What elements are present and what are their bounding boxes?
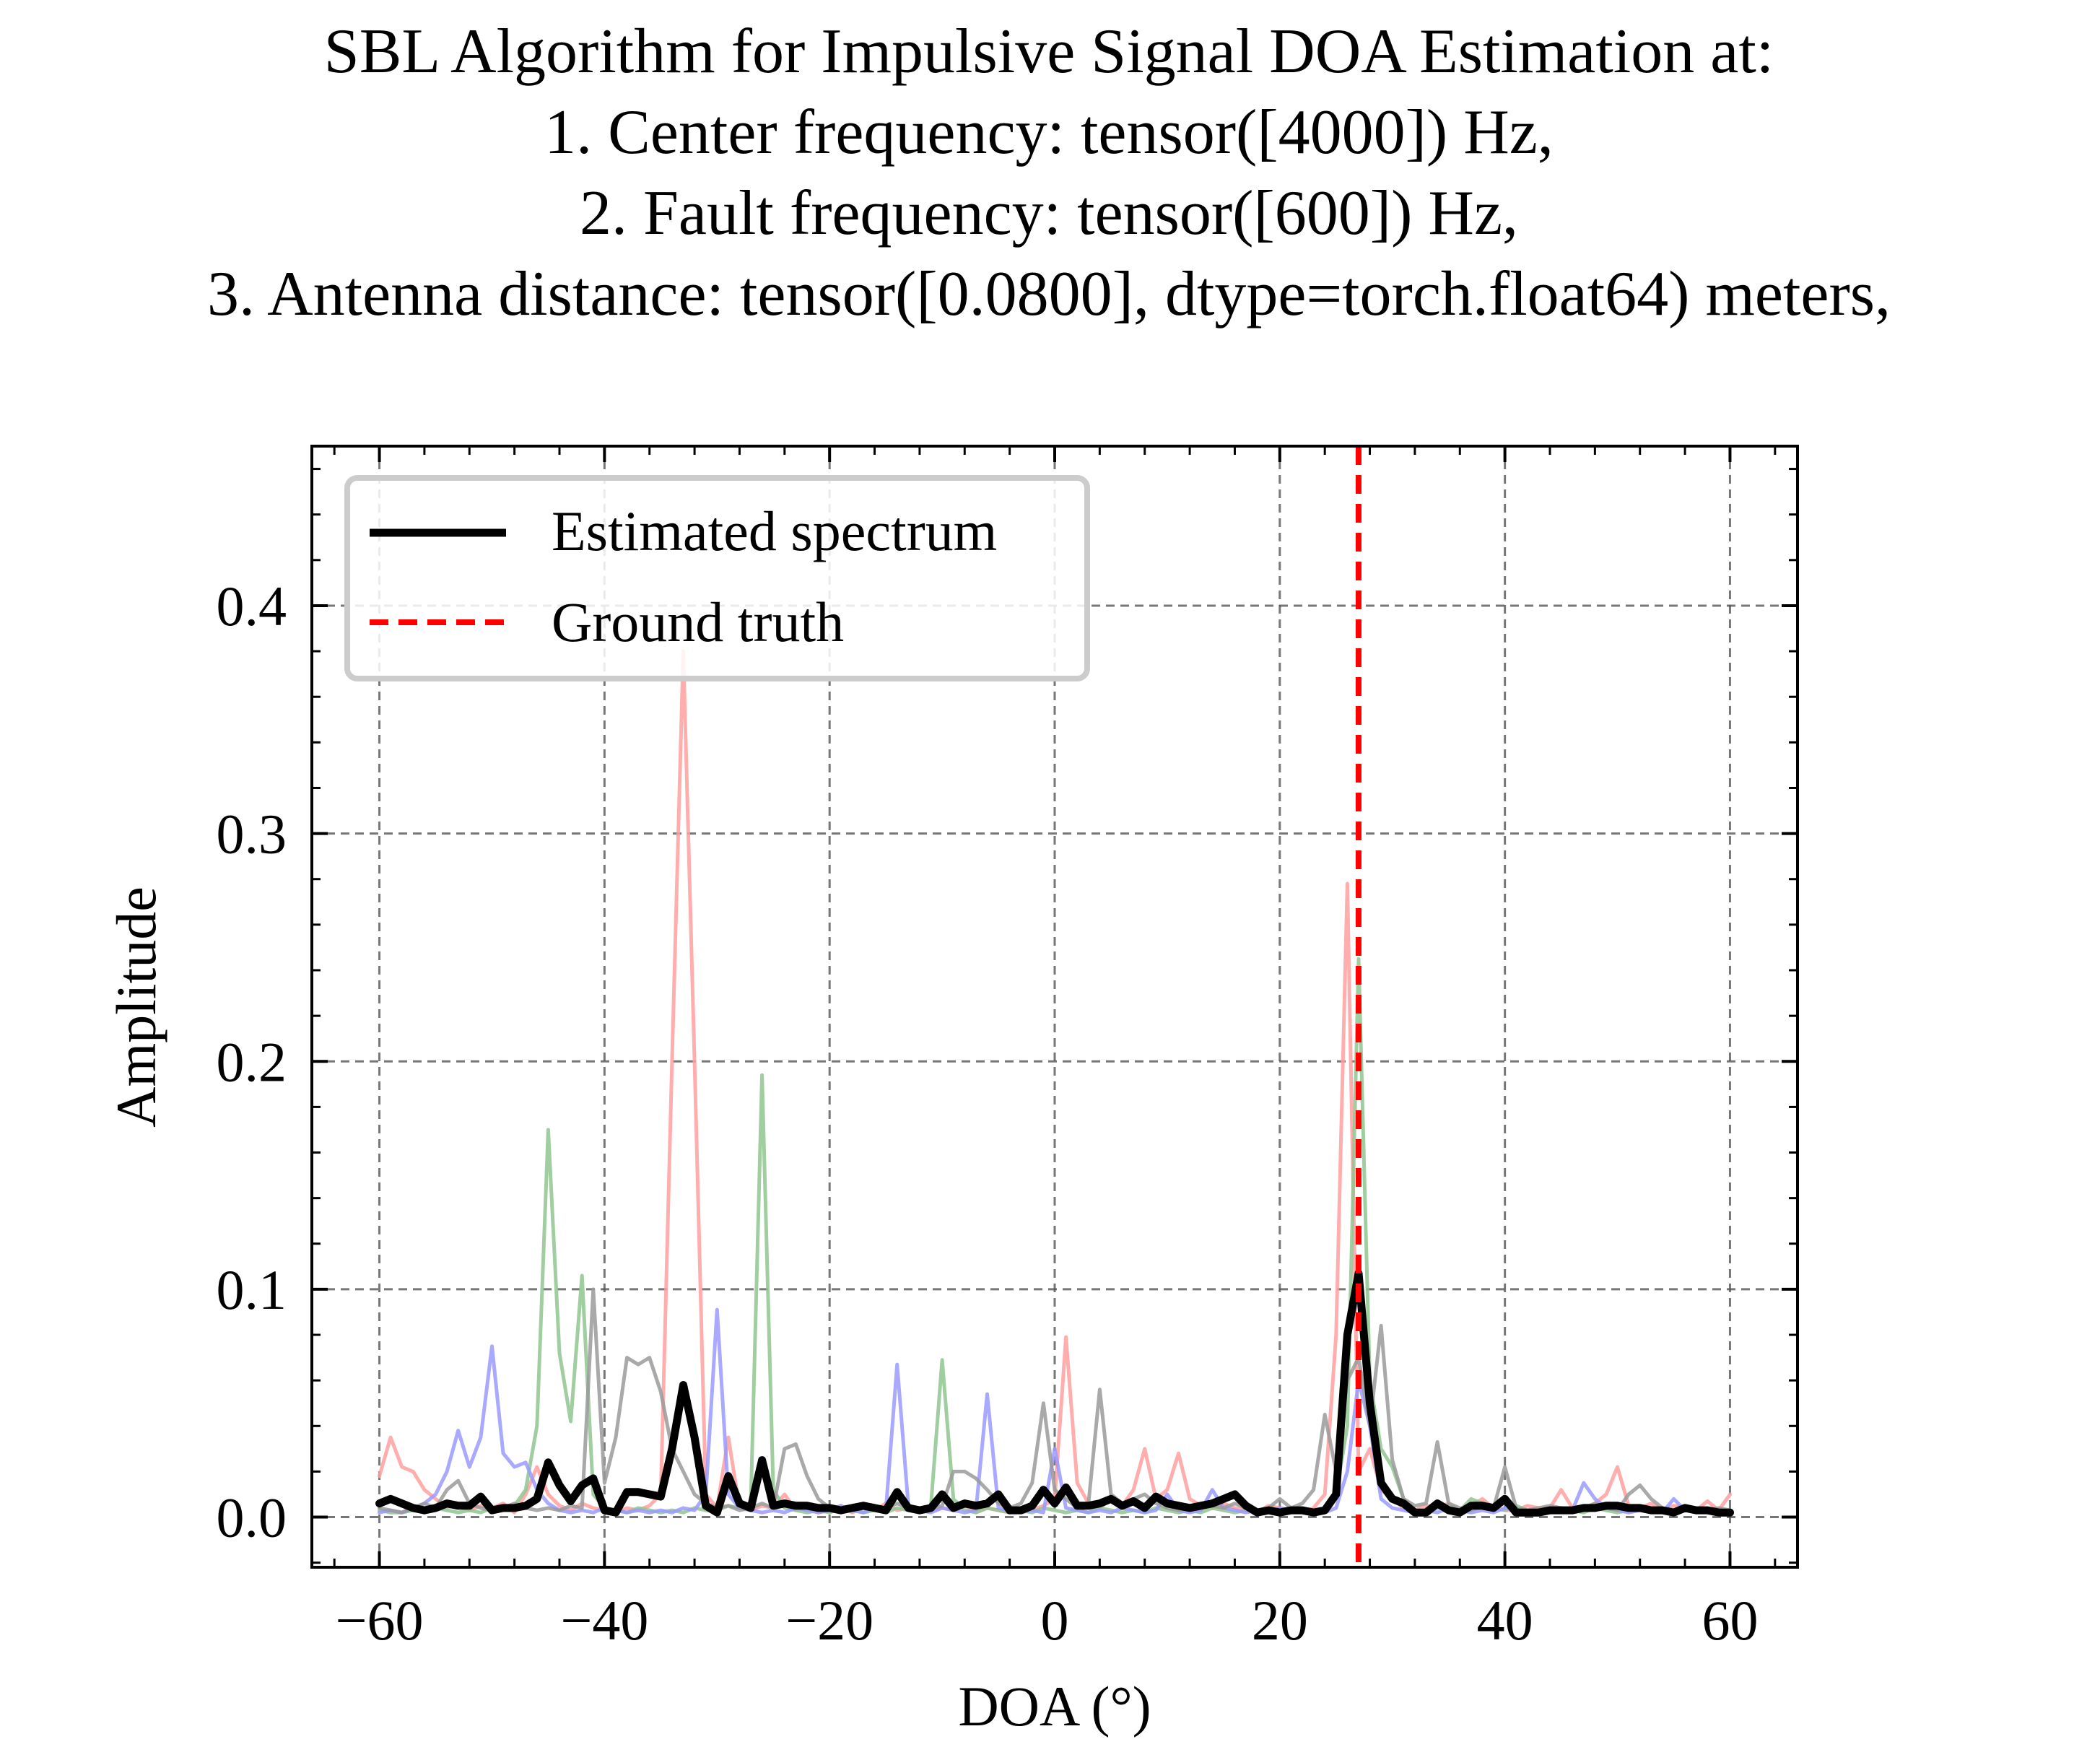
y-tick-label: 0.2: [217, 1030, 287, 1093]
legend-label-ground-truth: Ground truth: [552, 591, 844, 653]
chart-title-line-3: 2. Fault frequency: tensor([600]) Hz,: [580, 178, 1518, 248]
y-tick-labels: 0.0 0.1 0.2 0.3 0.4: [217, 575, 287, 1549]
x-tick-labels: −60 −40 −20 0 20 40 60: [336, 1589, 1759, 1652]
axis-ticks: [312, 446, 1798, 1567]
legend: Estimated spectrum Ground truth: [344, 475, 1090, 681]
legend-label-estimated-spectrum: Estimated spectrum: [552, 500, 997, 562]
x-tick-label: −60: [336, 1589, 424, 1652]
y-tick-label: 0.1: [217, 1258, 287, 1321]
series-line-trial-gray: [378, 1287, 1732, 1515]
chart-title-line-2: 1. Center frequency: tensor([4000]) Hz,: [544, 97, 1554, 167]
x-axis-label: DOA (°): [958, 1675, 1151, 1738]
x-tick-label: 40: [1477, 1589, 1533, 1652]
y-axis-label: Amplitude: [105, 886, 167, 1128]
x-tick-label: −40: [560, 1589, 648, 1652]
y-tick-label: 0.4: [217, 575, 287, 637]
legend-box: [344, 475, 1090, 681]
x-tick-label: 60: [1702, 1589, 1758, 1652]
x-tick-label: −20: [785, 1589, 873, 1652]
chart-title-line-1: SBL Algorithm for Impulsive Signal DOA E…: [324, 17, 1774, 87]
estimated-spectrum-line: [375, 1269, 1734, 1517]
y-tick-label: 0.0: [217, 1486, 287, 1549]
chart-title: SBL Algorithm for Impulsive Signal DOA E…: [207, 17, 1891, 329]
x-tick-label: 20: [1252, 1589, 1308, 1652]
y-tick-label: 0.3: [217, 803, 287, 866]
series-layer: [375, 649, 1734, 1517]
x-tick-label: 0: [1041, 1589, 1069, 1652]
chart-title-line-4: 3. Antenna distance: tensor([0.0800], dt…: [207, 259, 1891, 329]
